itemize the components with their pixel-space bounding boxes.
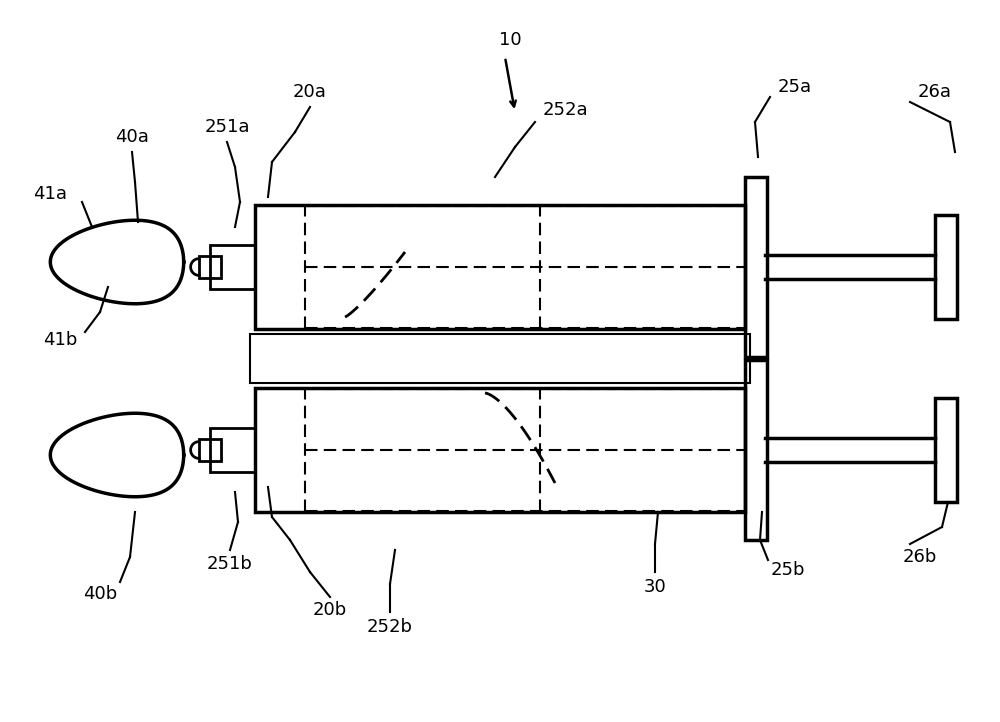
Bar [745,360,767,540]
Text: 251b: 251b [207,555,253,573]
Bar [210,428,255,472]
Text: 26b: 26b [903,548,937,566]
Text: 251a: 251a [204,118,250,136]
Bar [199,256,221,278]
Bar [255,388,745,512]
Text: 26a: 26a [918,83,952,101]
Bar [935,215,957,319]
Bar [210,245,255,289]
Text: 25a: 25a [778,78,812,96]
Text: 10: 10 [499,31,521,49]
Text: 252b: 252b [367,618,413,636]
Bar [935,398,957,502]
Text: 25b: 25b [771,561,805,579]
Text: 40b: 40b [83,585,117,603]
Text: 20b: 20b [313,601,347,619]
Text: 252a: 252a [542,101,588,119]
Bar [250,334,750,383]
Bar [199,439,221,461]
Text: 41b: 41b [43,331,77,349]
Text: 30: 30 [644,578,666,596]
Text: 40a: 40a [115,128,149,146]
Bar [745,177,767,357]
Text: 41a: 41a [33,185,67,203]
Bar [255,205,745,329]
Text: 20a: 20a [293,83,327,101]
